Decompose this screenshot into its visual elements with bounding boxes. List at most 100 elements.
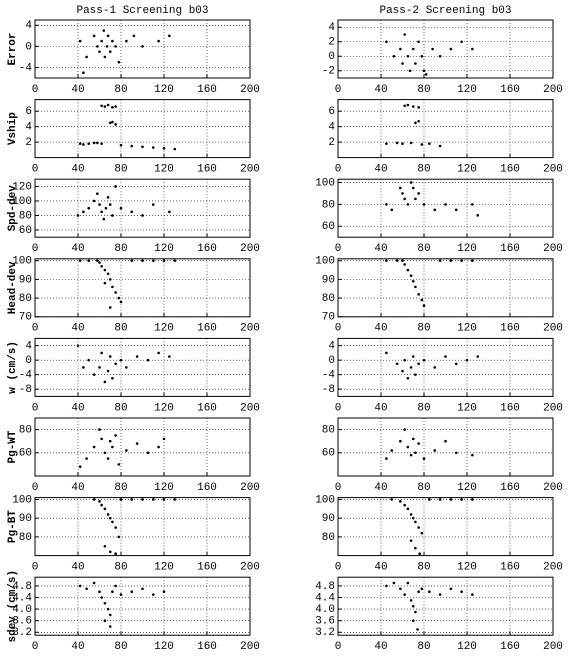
point [103, 544, 107, 548]
x-tick-label: 0 [335, 164, 342, 176]
x-tick-label: 160 [197, 402, 217, 414]
x-tick-label: 0 [335, 243, 342, 255]
point [420, 531, 424, 535]
point [108, 516, 112, 520]
point [409, 513, 413, 516]
point [403, 197, 406, 201]
point [162, 147, 166, 150]
y-tick-label: -4 [322, 370, 336, 382]
x-tick-label: 0 [335, 562, 342, 574]
point [392, 54, 396, 58]
point [108, 121, 112, 125]
panel-title: Pass-2 Screening b03 [379, 5, 511, 17]
point [411, 516, 415, 520]
point [444, 355, 447, 358]
point [385, 351, 388, 355]
point [119, 358, 123, 362]
x-tick-label: 200 [543, 243, 563, 255]
x-tick-label: 40 [71, 323, 84, 335]
point [103, 380, 107, 384]
point [449, 259, 453, 262]
x-tick-label: 120 [154, 402, 174, 414]
point [96, 192, 99, 195]
x-tick-label: 160 [500, 641, 520, 653]
point [130, 210, 134, 214]
point [100, 142, 103, 145]
x-tick-label: 80 [417, 323, 430, 335]
x-tick-label: 120 [457, 641, 477, 653]
point [438, 259, 442, 262]
point [103, 602, 107, 605]
point [106, 196, 110, 199]
point [409, 274, 413, 277]
point [111, 520, 114, 524]
x-tick-label: 120 [457, 84, 477, 96]
point [471, 453, 474, 457]
point [424, 73, 428, 76]
point [408, 69, 412, 73]
y-tick-label: 0 [25, 41, 32, 53]
point [431, 47, 434, 51]
x-tick-label: 200 [240, 482, 260, 494]
point [103, 55, 107, 59]
plot-frame [34, 258, 251, 318]
y-tick-label: -2 [322, 66, 335, 78]
point [438, 498, 442, 501]
y-tick-label: 2 [25, 137, 32, 149]
y-axis-label: Spd-dev [7, 185, 19, 232]
panel-title: Pass-1 Screening b03 [76, 5, 208, 17]
point [420, 143, 424, 146]
point [82, 143, 85, 146]
point [162, 590, 166, 593]
x-tick-label: 200 [240, 402, 260, 414]
point [78, 465, 82, 469]
point [98, 50, 101, 53]
point [114, 105, 117, 108]
x-tick-label: 40 [71, 641, 84, 653]
point [87, 206, 91, 210]
point [85, 55, 88, 59]
point [162, 498, 166, 501]
point [103, 619, 107, 622]
x-tick-label: 200 [240, 641, 260, 653]
y-tick-label: 60 [322, 221, 335, 233]
y-axis-label: sdev (cm/s) [7, 570, 19, 643]
point [132, 34, 136, 38]
point [418, 552, 422, 556]
point [420, 298, 424, 302]
x-tick-label: 200 [543, 402, 563, 414]
x-tick-label: 200 [543, 164, 563, 176]
point [162, 259, 166, 262]
point [414, 373, 417, 376]
point [417, 526, 420, 529]
x-tick-label: 120 [457, 402, 477, 414]
point [92, 445, 96, 449]
y-tick-label: 4.4 [12, 592, 32, 604]
y-tick-label: 3.2 [315, 627, 335, 639]
x-tick-label: 160 [197, 323, 217, 335]
point [106, 607, 110, 611]
point [422, 203, 426, 206]
point [108, 278, 112, 281]
y-tick-label: 80 [19, 425, 32, 437]
point [96, 141, 99, 145]
plot-frame [337, 417, 554, 477]
point [141, 498, 144, 501]
point [403, 503, 406, 507]
point [105, 45, 109, 48]
point [106, 457, 110, 460]
point [403, 428, 406, 431]
point [422, 457, 426, 460]
point [454, 362, 458, 366]
point [417, 442, 420, 445]
point [119, 300, 123, 304]
x-tick-label: 200 [543, 482, 563, 494]
point [414, 610, 417, 614]
point [414, 546, 417, 550]
point [76, 214, 80, 217]
point [449, 587, 453, 591]
point [151, 259, 155, 262]
point [106, 103, 110, 107]
point [411, 437, 415, 441]
y-tick-label: 2 [328, 137, 335, 149]
